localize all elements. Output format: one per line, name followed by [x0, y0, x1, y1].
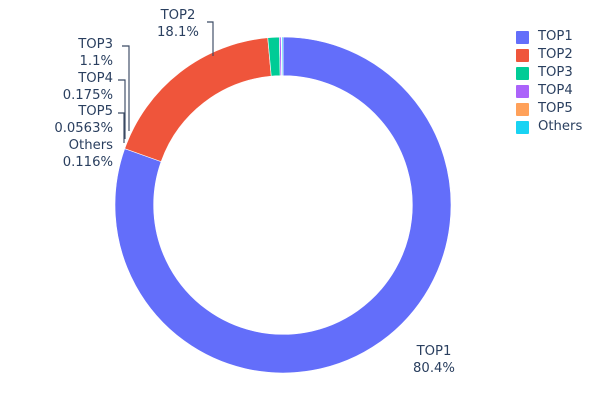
legend-item-top1[interactable]: TOP1 — [516, 28, 600, 46]
label-top4-value: 0.175% — [63, 88, 113, 103]
legend-swatch-icon — [516, 120, 529, 134]
donut-labels: TOP1 80.4% TOP2 18.1% TOP3 1.1% TOP4 0.1… — [54, 8, 455, 376]
label-top3-name: TOP3 — [77, 37, 113, 52]
legend-item-label: TOP2 — [538, 47, 573, 63]
donut-slices — [114, 36, 452, 374]
label-leader-lines — [118, 21, 214, 143]
label-top5-name: TOP5 — [77, 104, 113, 119]
legend-swatch-icon — [516, 30, 529, 44]
legend-item-top5[interactable]: TOP5 — [516, 100, 600, 118]
label-top1-value: 80.4% — [413, 361, 455, 376]
leader-line-top3 — [122, 45, 130, 131]
legend-item-label: TOP1 — [538, 29, 573, 45]
leader-line-top4 — [118, 79, 126, 139]
chart-legend[interactable]: TOP1 TOP2 TOP3 TOP4 TOP5 Others — [516, 28, 600, 136]
leader-line-top5 — [118, 112, 125, 143]
legend-item-top4[interactable]: TOP4 — [516, 82, 600, 100]
label-top3-value: 1.1% — [79, 54, 113, 69]
donut-slice-top1[interactable] — [114, 36, 452, 374]
legend-item-label: TOP4 — [538, 83, 573, 99]
legend-item-label: Others — [538, 119, 583, 135]
label-top2-name: TOP2 — [160, 8, 196, 23]
legend-item-top3[interactable]: TOP3 — [516, 64, 600, 82]
label-top4-name: TOP4 — [77, 71, 113, 86]
legend-swatch-icon — [516, 84, 529, 98]
label-top1-name: TOP1 — [416, 344, 452, 359]
label-top5-value: 0.0563% — [54, 121, 113, 136]
leader-line-top2 — [207, 21, 214, 56]
legend-item-label: TOP5 — [538, 101, 573, 117]
donut-slice-top2[interactable] — [124, 37, 272, 162]
donut-slice-others[interactable] — [281, 36, 284, 76]
legend-swatch-icon — [516, 48, 529, 62]
legend-swatch-icon — [516, 102, 529, 116]
legend-item-label: TOP3 — [538, 65, 573, 81]
label-top2-value: 18.1% — [157, 25, 199, 40]
legend-swatch-icon — [516, 66, 529, 80]
label-others-value: 0.116% — [63, 155, 113, 170]
label-others-name: Others — [69, 138, 113, 153]
legend-item-top2[interactable]: TOP2 — [516, 46, 600, 64]
legend-item-others[interactable]: Others — [516, 118, 600, 136]
